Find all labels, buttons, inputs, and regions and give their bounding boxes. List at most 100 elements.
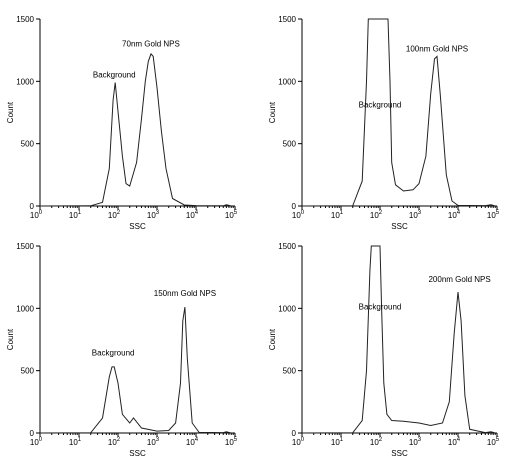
x-tick-base: 10 bbox=[292, 211, 301, 220]
x-tick-label: 105 bbox=[487, 437, 500, 447]
x-tick-label: 100 bbox=[30, 210, 43, 220]
y-tick-label: 500 bbox=[21, 367, 35, 376]
x-tick-label: 104 bbox=[448, 210, 461, 220]
y-tick-label: 1500 bbox=[16, 242, 34, 251]
x-tick-label: 105 bbox=[487, 210, 500, 220]
y-tick-label: 1500 bbox=[278, 15, 296, 24]
x-axis-label: SSC bbox=[129, 449, 146, 458]
x-tick-exponent: 3 bbox=[418, 437, 422, 443]
y-tick-label: 500 bbox=[283, 367, 297, 376]
x-tick-base: 10 bbox=[487, 211, 496, 220]
x-tick-base: 10 bbox=[292, 438, 301, 447]
y-tick-label: 1500 bbox=[16, 15, 34, 24]
peak-annotation: 150nm Gold NPS bbox=[154, 289, 216, 298]
y-tick-label: 0 bbox=[292, 429, 297, 438]
histogram-curve bbox=[39, 307, 232, 434]
y-axis-label: Count bbox=[268, 328, 277, 350]
x-tick-base: 10 bbox=[331, 438, 340, 447]
y-tick-label: 500 bbox=[283, 140, 297, 149]
x-tick-base: 10 bbox=[409, 211, 418, 220]
x-tick-label: 103 bbox=[409, 210, 422, 220]
x-axis-label: SSC bbox=[391, 222, 408, 231]
x-tick-label: 104 bbox=[186, 437, 199, 447]
x-tick-base: 10 bbox=[30, 211, 39, 220]
x-tick-base: 10 bbox=[186, 211, 195, 220]
x-tick-exponent: 1 bbox=[340, 437, 344, 443]
y-axis-label: Count bbox=[268, 101, 277, 123]
x-tick-base: 10 bbox=[487, 438, 496, 447]
x-tick-exponent: 0 bbox=[301, 210, 305, 216]
x-tick-exponent: 4 bbox=[457, 210, 461, 216]
x-tick-exponent: 1 bbox=[340, 210, 344, 216]
histogram-curve bbox=[301, 18, 496, 207]
y-tick-label: 0 bbox=[292, 202, 297, 211]
x-tick-label: 103 bbox=[147, 210, 160, 220]
x-tick-label: 105 bbox=[225, 437, 238, 447]
peak-annotation: 100nm Gold NPS bbox=[406, 44, 468, 53]
y-tick-label: 1000 bbox=[16, 304, 34, 313]
x-tick-exponent: 5 bbox=[234, 210, 238, 216]
x-tick-exponent: 4 bbox=[457, 437, 461, 443]
x-tick-label: 103 bbox=[409, 437, 422, 447]
background-annotation: Background bbox=[93, 71, 136, 80]
x-tick-label: 101 bbox=[69, 210, 82, 220]
y-tick-label: 0 bbox=[30, 202, 35, 211]
x-tick-base: 10 bbox=[225, 211, 234, 220]
x-axis-label: SSC bbox=[129, 222, 146, 231]
x-tick-base: 10 bbox=[186, 438, 195, 447]
x-tick-label: 103 bbox=[147, 437, 160, 447]
x-tick-exponent: 1 bbox=[78, 210, 82, 216]
x-tick-label: 104 bbox=[448, 437, 461, 447]
y-tick-label: 1000 bbox=[278, 304, 296, 313]
x-tick-base: 10 bbox=[147, 211, 156, 220]
x-tick-label: 102 bbox=[108, 437, 121, 447]
x-tick-base: 10 bbox=[69, 438, 78, 447]
x-tick-exponent: 3 bbox=[156, 210, 160, 216]
x-tick-exponent: 2 bbox=[379, 437, 383, 443]
x-tick-exponent: 3 bbox=[156, 437, 160, 443]
y-tick-label: 0 bbox=[30, 429, 35, 438]
y-tick-label: 1000 bbox=[16, 77, 34, 86]
y-tick-label: 1000 bbox=[278, 77, 296, 86]
x-tick-base: 10 bbox=[225, 438, 234, 447]
x-tick-base: 10 bbox=[370, 211, 379, 220]
x-tick-label: 101 bbox=[331, 437, 344, 447]
x-tick-exponent: 3 bbox=[418, 210, 422, 216]
x-tick-base: 10 bbox=[69, 211, 78, 220]
y-tick-label: 500 bbox=[21, 140, 35, 149]
x-tick-label: 104 bbox=[186, 210, 199, 220]
x-tick-base: 10 bbox=[409, 438, 418, 447]
x-tick-exponent: 2 bbox=[379, 210, 383, 216]
x-tick-label: 105 bbox=[225, 210, 238, 220]
x-tick-label: 102 bbox=[370, 437, 383, 447]
x-tick-exponent: 0 bbox=[301, 437, 305, 443]
x-tick-base: 10 bbox=[370, 438, 379, 447]
peak-annotation: 70nm Gold NPS bbox=[122, 39, 180, 48]
x-tick-label: 102 bbox=[108, 210, 121, 220]
background-annotation: Background bbox=[359, 101, 402, 110]
x-tick-exponent: 0 bbox=[39, 210, 43, 216]
y-axis-label: Count bbox=[6, 101, 15, 123]
x-axis-label: SSC bbox=[391, 449, 408, 458]
x-tick-exponent: 2 bbox=[117, 437, 121, 443]
x-tick-exponent: 5 bbox=[496, 210, 500, 216]
x-tick-label: 102 bbox=[370, 210, 383, 220]
x-tick-exponent: 2 bbox=[117, 210, 121, 216]
x-tick-exponent: 5 bbox=[234, 437, 238, 443]
y-axis-label: Count bbox=[6, 328, 15, 350]
histogram-curve bbox=[39, 52, 232, 207]
x-tick-exponent: 1 bbox=[78, 437, 82, 443]
x-tick-base: 10 bbox=[331, 211, 340, 220]
x-tick-base: 10 bbox=[108, 438, 117, 447]
x-tick-label: 100 bbox=[292, 437, 305, 447]
x-tick-exponent: 5 bbox=[496, 437, 500, 443]
x-tick-base: 10 bbox=[147, 438, 156, 447]
x-tick-label: 101 bbox=[69, 437, 82, 447]
x-tick-label: 100 bbox=[292, 210, 305, 220]
y-tick-label: 1500 bbox=[278, 242, 296, 251]
